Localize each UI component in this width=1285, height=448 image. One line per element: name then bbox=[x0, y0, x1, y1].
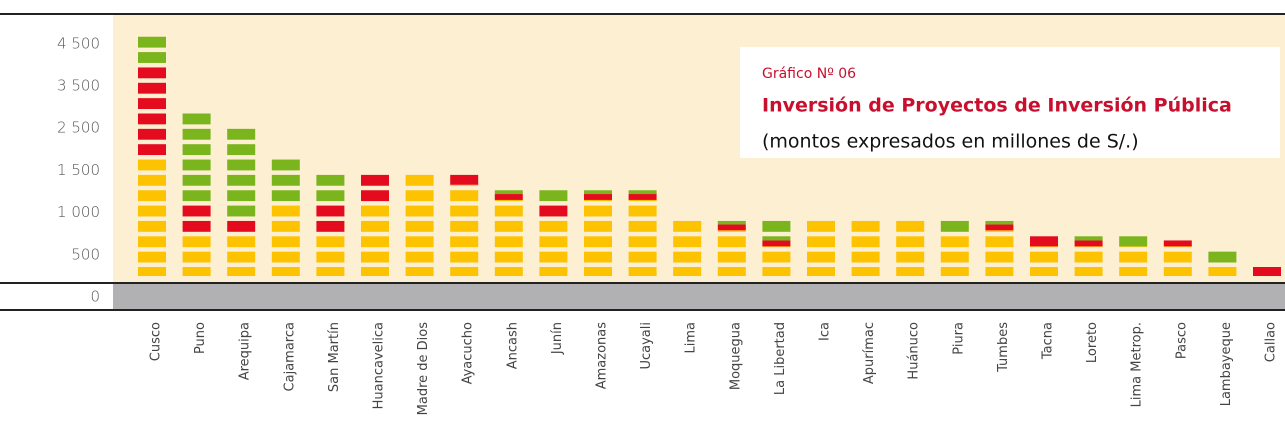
bar-segment bbox=[584, 188, 612, 195]
x-tick-label: Ayacucho bbox=[461, 322, 476, 384]
bar-segment bbox=[584, 194, 612, 200]
bar-segment bbox=[494, 188, 523, 195]
zero-band bbox=[113, 283, 1285, 310]
x-tick-label: Huánuco bbox=[907, 322, 922, 380]
chart-title: Inversión de Proyectos de Inversión Públ… bbox=[762, 95, 1232, 117]
x-tick-label: Loreto bbox=[1085, 322, 1100, 363]
stripe-gap bbox=[113, 170, 1285, 175]
bar-segment bbox=[628, 194, 657, 200]
stripe-gap bbox=[113, 93, 1285, 99]
bar-segment bbox=[628, 188, 657, 195]
x-tick-label: Cajamarca bbox=[282, 322, 297, 391]
stripe-gap bbox=[113, 216, 1285, 221]
bar-segment bbox=[985, 218, 1014, 225]
bar-segment bbox=[717, 218, 746, 225]
bar-segment bbox=[985, 224, 1014, 231]
x-tick-label: Ucayali bbox=[639, 322, 654, 370]
bar-segment bbox=[940, 217, 969, 233]
y-tick-label: 4 500 bbox=[57, 34, 100, 52]
y-tick-label: 1 500 bbox=[57, 161, 100, 179]
x-tick-label: Puno bbox=[193, 322, 208, 354]
y-tick-label: 3 500 bbox=[57, 77, 100, 95]
bar-segment bbox=[227, 217, 256, 236]
y-tick-label: 0 bbox=[90, 288, 100, 306]
bar-segment bbox=[1208, 249, 1237, 264]
bar-segment bbox=[1030, 234, 1058, 247]
stripe-gap bbox=[113, 276, 1285, 283]
bar-segment bbox=[717, 224, 746, 231]
x-tick-label: Lima bbox=[684, 322, 699, 353]
stripe-gap bbox=[113, 155, 1285, 160]
x-tick-label: Tacna bbox=[1041, 322, 1056, 360]
x-tick-label: Arequipa bbox=[238, 322, 253, 380]
stripe-gap bbox=[113, 78, 1285, 83]
y-tick-label: 1 000 bbox=[57, 203, 100, 221]
stripe-gap bbox=[113, 139, 1285, 145]
x-tick-label: Piura bbox=[951, 322, 966, 355]
bar-segment bbox=[762, 217, 791, 241]
bar-segment bbox=[539, 202, 568, 218]
bar-segment bbox=[1119, 234, 1148, 247]
x-tick-label: Pasco bbox=[1174, 322, 1189, 359]
x-tick-label: Apurímac bbox=[862, 322, 877, 384]
stripe-gap bbox=[113, 231, 1285, 237]
bar-segment bbox=[762, 240, 791, 247]
x-tick-label: Lambayeque bbox=[1219, 322, 1234, 406]
stripe-gap bbox=[113, 32, 1285, 37]
x-tick-label: Ancash bbox=[505, 322, 520, 369]
x-tick-label: Huancavelica bbox=[372, 322, 387, 409]
stripe-gap bbox=[113, 185, 1285, 191]
chart-subtitle: (montos expresados en millones de S/.) bbox=[762, 131, 1139, 153]
stripe-gap bbox=[113, 62, 1285, 68]
x-tick-label: Madre de Dios bbox=[416, 322, 431, 416]
x-tick-label: La Libertad bbox=[773, 322, 788, 395]
bar-segment bbox=[494, 194, 523, 200]
stripe-gap bbox=[113, 109, 1285, 114]
stripe-gap bbox=[113, 262, 1285, 267]
x-tick-label: Tumbes bbox=[996, 322, 1011, 373]
y-tick-label: 2 500 bbox=[57, 119, 100, 137]
x-tick-label: Lima Metrop. bbox=[1130, 322, 1145, 407]
y-tick-label: 500 bbox=[71, 245, 100, 263]
x-tick-label: Cusco bbox=[149, 322, 164, 361]
x-tick-label: Callao bbox=[1264, 322, 1279, 362]
bar-segment bbox=[1163, 240, 1192, 247]
stripe-gap bbox=[113, 247, 1285, 252]
x-tick-label: Ica bbox=[818, 322, 833, 341]
bar-segment bbox=[1074, 240, 1103, 247]
x-tick-label: Junín bbox=[550, 322, 565, 355]
stripe-gap bbox=[113, 16, 1285, 22]
stripe-gap bbox=[113, 201, 1285, 206]
stripe-gap bbox=[113, 47, 1285, 53]
bar-segment bbox=[1074, 234, 1103, 241]
stripe-gap bbox=[113, 124, 1285, 129]
bar-segment bbox=[271, 158, 300, 203]
x-tick-label: Amazonas bbox=[595, 322, 610, 390]
title-box bbox=[740, 47, 1280, 158]
x-tick-label: Moquegua bbox=[728, 322, 743, 390]
x-tick-label: San Martín bbox=[327, 322, 342, 392]
bar-segment bbox=[138, 157, 166, 297]
bar-segment bbox=[450, 172, 479, 185]
chart-kicker: Gráfico Nº 06 bbox=[762, 66, 856, 82]
bar-segment bbox=[539, 188, 568, 203]
